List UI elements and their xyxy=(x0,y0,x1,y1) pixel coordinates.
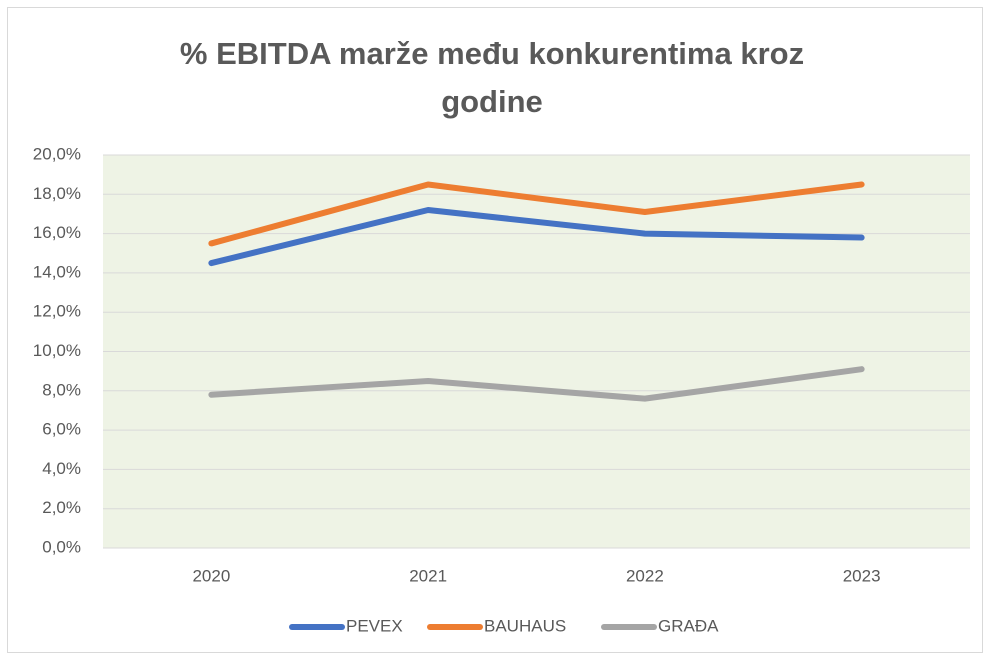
series-line xyxy=(208,181,865,247)
x-tick-label: 2023 xyxy=(843,566,881,585)
x-tick-label: 2022 xyxy=(626,566,664,585)
legend-label: PEVEX xyxy=(346,616,403,635)
y-tick-label: 14,0% xyxy=(33,262,81,281)
y-tick-label: 18,0% xyxy=(33,184,81,203)
y-tick-label: 6,0% xyxy=(42,420,81,439)
series-line xyxy=(208,207,865,267)
legend-label: BAUHAUS xyxy=(484,616,566,635)
y-tick-label: 2,0% xyxy=(42,498,81,517)
y-tick-label: 0,0% xyxy=(42,537,81,556)
y-tick-label: 10,0% xyxy=(33,341,81,360)
y-tick-label: 12,0% xyxy=(33,302,81,321)
y-tick-label: 8,0% xyxy=(42,380,81,399)
series-line xyxy=(208,366,865,402)
legend-label: GRAĐA xyxy=(658,616,719,635)
x-tick-label: 2020 xyxy=(192,566,230,585)
chart-title: % EBITDA marže među konkurentima kroz go… xyxy=(179,36,805,119)
y-tick-label: 16,0% xyxy=(33,223,81,242)
y-tick-label: 4,0% xyxy=(42,459,81,478)
y-tick-label: 20,0% xyxy=(33,144,81,163)
x-tick-label: 2021 xyxy=(409,566,447,585)
